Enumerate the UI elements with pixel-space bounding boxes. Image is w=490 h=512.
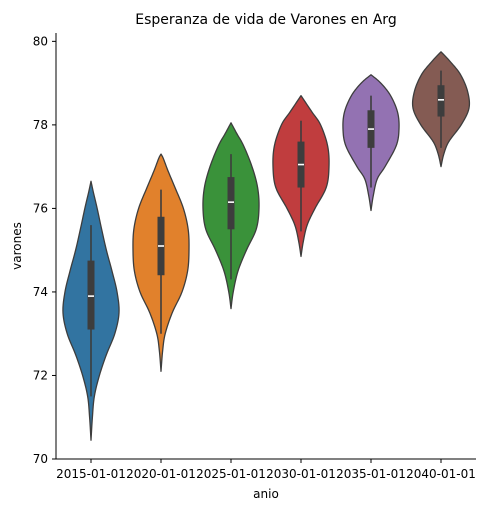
y-tick-label: 70 bbox=[33, 452, 48, 466]
violin-2030-01-01 bbox=[272, 95, 330, 258]
x-tick-label: 2030-01-01 bbox=[266, 467, 336, 481]
violin-iqr-box bbox=[437, 85, 445, 117]
x-axis-ticks: 2015-01-01 2020-01-01 2025-01-01 2030-01-01… bbox=[56, 459, 476, 481]
violin-iqr-box bbox=[87, 260, 95, 330]
y-axis-label: varones bbox=[10, 222, 24, 270]
y-tick-label: 80 bbox=[33, 34, 48, 48]
y-tick-label: 74 bbox=[33, 285, 48, 299]
plot-area bbox=[62, 51, 471, 441]
x-tick-label: 2020-01-01 bbox=[126, 467, 196, 481]
x-tick-label: 2035-01-01 bbox=[336, 467, 406, 481]
chart-title: Esperanza de vida de Varones en Arg bbox=[135, 12, 396, 28]
x-tick-label: 2015-01-01 bbox=[56, 467, 126, 481]
x-tick-label: 2025-01-01 bbox=[196, 467, 266, 481]
violin-2025-01-01 bbox=[202, 122, 260, 310]
violin-2040-01-01 bbox=[411, 51, 471, 168]
violin-2015-01-01 bbox=[62, 180, 120, 441]
y-tick-label: 76 bbox=[33, 201, 48, 215]
x-tick-label: 2040-01-01 bbox=[406, 467, 476, 481]
violin-2035-01-01 bbox=[342, 74, 400, 212]
y-tick-label: 78 bbox=[33, 118, 48, 132]
x-axis-label: anio bbox=[253, 487, 279, 501]
y-axis-ticks: 70 72 74 76 78 80 bbox=[33, 34, 56, 466]
y-tick-label: 72 bbox=[33, 368, 48, 382]
violin-2020-01-01 bbox=[132, 153, 190, 372]
violin-iqr-box bbox=[227, 177, 235, 230]
